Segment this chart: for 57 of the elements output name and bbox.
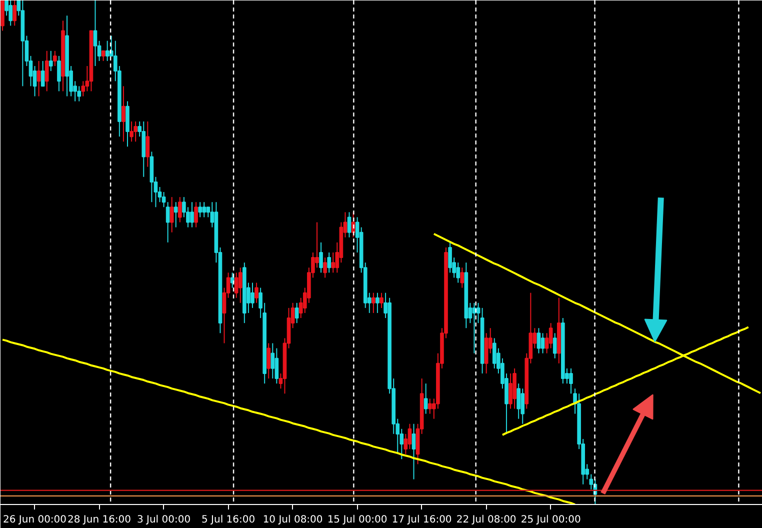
candlestick [174,202,178,228]
x-tick-label: 15 Jul 00:00 [327,514,388,526]
candlestick [254,282,258,304]
x-tick-label: 22 Jul 08:00 [456,514,516,526]
candlestick [274,348,279,384]
candlestick [190,202,194,228]
candlestick [380,292,384,308]
candlestick [536,328,541,354]
candlestick [8,0,12,26]
candlestick [412,423,416,480]
candlestick [57,55,61,92]
candlestick [294,302,299,324]
candlestick [266,342,271,379]
candlestick [424,383,428,414]
x-tick-label: 26 Jun 00:00 [3,514,67,526]
candlestick [101,50,106,62]
candlestick [122,86,126,142]
candlestick [508,372,512,410]
candlestick [408,423,412,450]
candlestick [238,267,242,304]
candlestick [178,196,182,223]
candlestick [460,267,464,288]
candlestick [331,252,336,274]
candlestick [12,0,17,26]
candlestick [48,50,53,72]
candlestick [372,292,376,314]
candlestick [202,202,206,218]
candlestick [166,202,170,243]
candlestick [170,196,174,233]
candlestick [323,257,327,278]
x-tick-label: 28 Jun 16:00 [68,514,132,526]
candlestick [53,50,57,67]
candlestick [198,202,202,218]
candlestick [40,60,45,87]
x-tick-label: 3 Jul 00:00 [136,514,191,526]
x-tick-label: 25 Jul 00:00 [520,514,581,526]
candlestick [540,332,545,354]
x-tick-label: 10 Jul 08:00 [262,514,323,526]
candlestick [194,202,198,228]
candlestick [428,398,432,414]
candlestick [347,212,352,238]
x-tick-label: 17 Jul 16:00 [392,514,452,526]
candlestick [569,368,573,394]
candlestick [93,0,98,67]
candlestick [146,120,150,168]
candlestick [44,50,49,92]
x-tick-label: 5 Jul 16:00 [201,514,256,526]
candlestick [250,282,254,308]
candlestick [448,242,452,274]
candlestick [376,292,380,314]
candlestick [327,252,331,274]
candlestick [130,120,134,142]
candlestick [105,40,110,62]
candlestick [319,242,323,274]
candlestick [134,120,138,142]
candlestick [552,332,557,359]
candlestick [36,60,41,97]
